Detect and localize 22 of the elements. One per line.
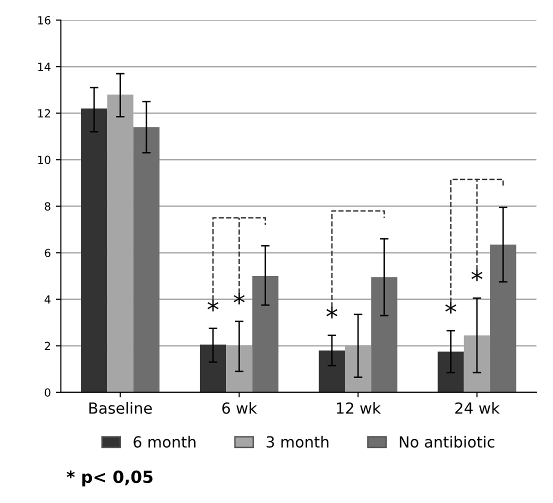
data-label: * [471,270,482,282]
legend-label: No antibiotic [400,436,494,448]
y-tick-label: 12 [38,109,50,118]
y-tick-label: 6 [44,248,50,258]
data-label: * [445,302,456,314]
y-tick-label: 16 [38,16,50,24]
y-tick-label: 14 [38,62,50,71]
x-tick-label: 12 wk [336,402,381,414]
y-tick-label: 2 [44,342,50,350]
x-tick-label: Baseline [89,402,152,414]
legend-label: 6 month [134,436,196,448]
data-label: * [208,300,219,312]
x-tick-label: 6 wk [222,402,258,414]
y-tick-label: 4 [44,295,50,304]
data-label: * [234,292,245,304]
y-tick-label: 0 [44,388,50,397]
x-tick-label: 24 wk [455,402,500,414]
y-tick-label: 8 [44,202,50,211]
y-tick-label: 10 [38,156,50,164]
legend-label: 3 month [266,436,328,448]
data-label: * [326,306,338,318]
text: * p< 0,05 [66,470,153,486]
